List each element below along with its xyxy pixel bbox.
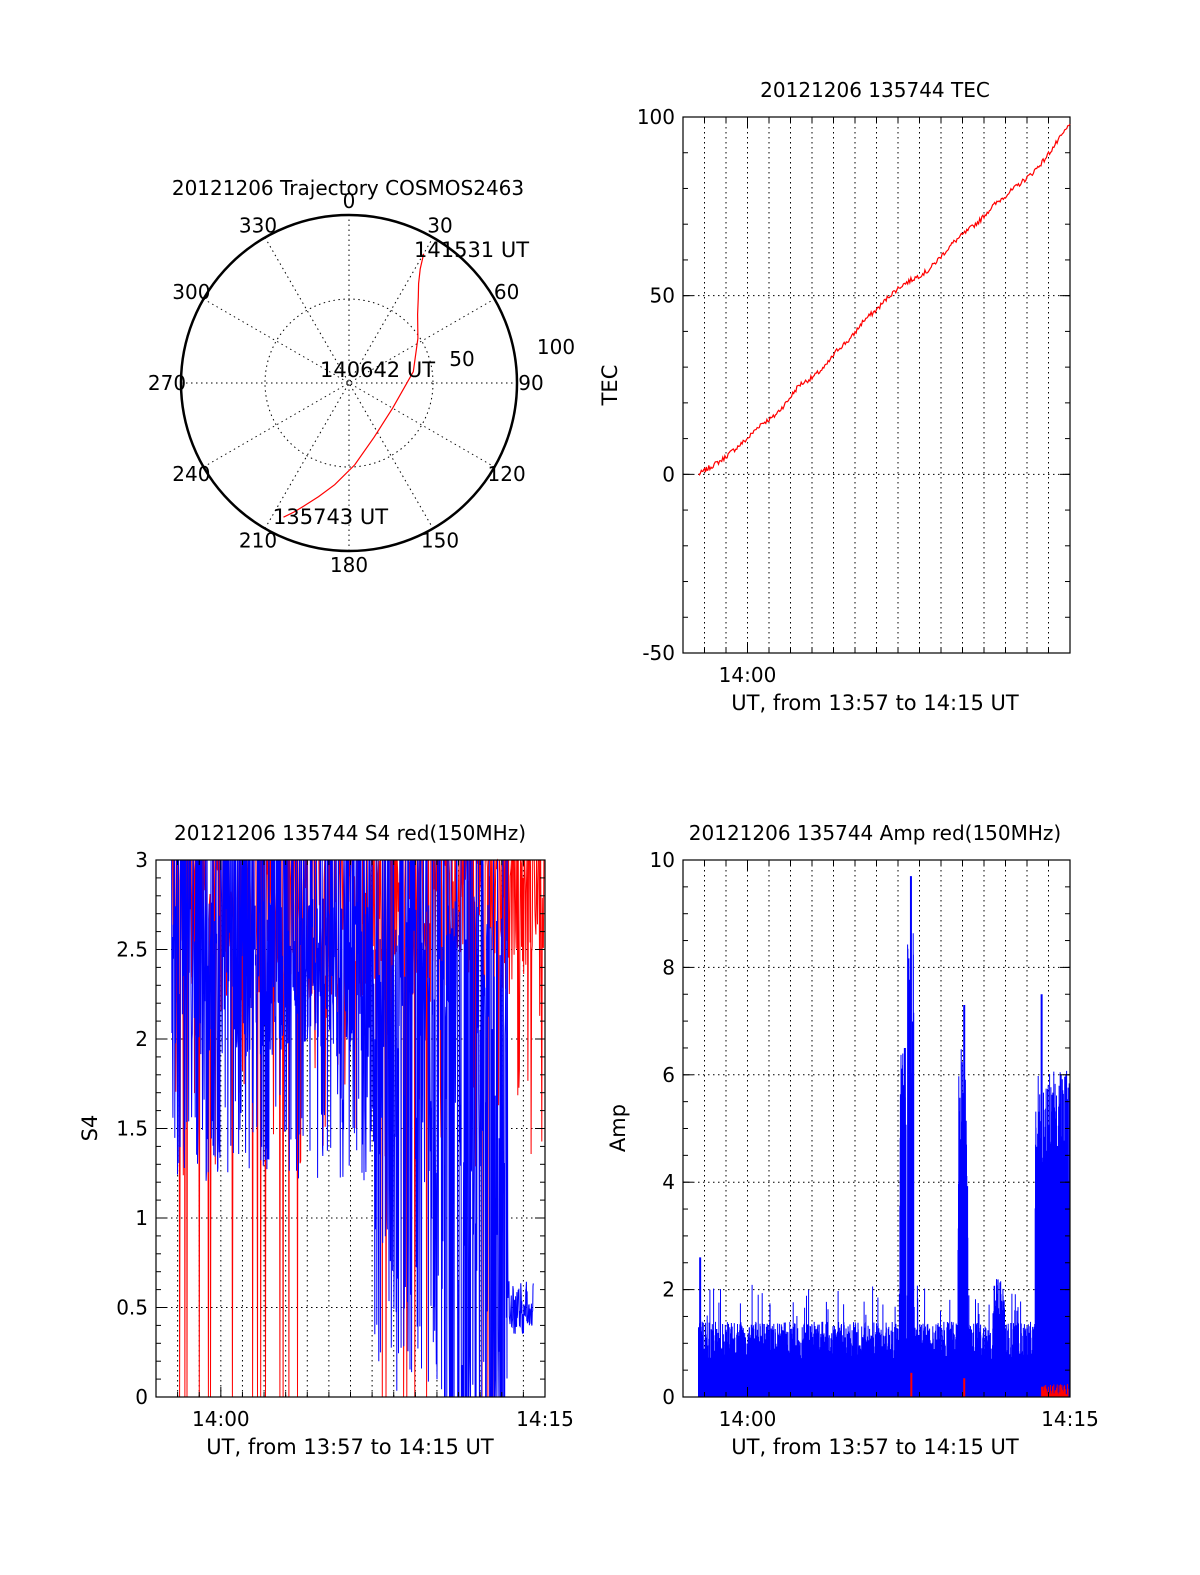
tec-ytick-label-100: 100 (637, 105, 675, 129)
amp-ylabel: Amp (606, 1104, 630, 1152)
amp-x-ticks: 14:00 14:15 (682, 860, 1099, 1431)
polar-azimuth-label-180: 180 (330, 553, 368, 577)
tec-plot: 20121206 135744 TEC -50 0 50 100 14:00 UT, … (598, 78, 1071, 715)
s4-xtick-label-1400: 14:00 (192, 1407, 250, 1431)
tec-series-line (698, 123, 1071, 476)
amp-red-series (910, 1372, 1069, 1397)
tec-ytick-label-50: 50 (650, 284, 675, 308)
s4-plot: 20121206 135744 S4 red(150MHz) 0 0.5 1 1.5 2… (78, 821, 574, 1459)
polar-trajectory-plot: 20121206 Trajectory COSMOS2463 0 30 60 90 12… (148, 176, 575, 577)
polar-azimuth-labels: 0 30 60 90 120 150 180 210 240 270 300 330 (148, 189, 544, 577)
s4-blue-series (171, 859, 534, 1398)
amp-ytick-label-10: 10 (650, 848, 675, 872)
polar-azimuth-label-0: 0 (343, 189, 356, 213)
polar-azimuth-label-300: 300 (172, 280, 210, 304)
polar-radial-label-100: 100 (537, 335, 575, 359)
polar-trajectory-line (283, 253, 425, 518)
polar-azimuth-label-30: 30 (427, 213, 452, 237)
polar-azimuth-label-270: 270 (148, 371, 186, 395)
amp-blue-series (698, 876, 1071, 1397)
s4-ytick-label-2.5: 2.5 (116, 938, 148, 962)
amp-ytick-label-6: 6 (662, 1063, 675, 1087)
tec-x-ticks: 14:00 (682, 117, 1071, 687)
s4-ytick-label-1: 1 (135, 1206, 148, 1230)
polar-azimuth-label-150: 150 (421, 529, 459, 553)
polar-azimuth-label-120: 120 (488, 462, 526, 486)
polar-annotation-start: 135743 UT (273, 505, 388, 529)
polar-spoke-60 (203, 298, 495, 468)
s4-ytick-label-0.5: 0.5 (116, 1296, 148, 1320)
amp-ytick-label-2: 2 (662, 1278, 675, 1302)
tec-ytick-label--50: -50 (642, 641, 675, 665)
s4-x-ticks: 14:00 14:15 (155, 860, 574, 1431)
amp-red-tail (1041, 1384, 1069, 1397)
tec-title: 20121206 135744 TEC (760, 78, 990, 102)
polar-annotation-mid: 140642 UT (320, 358, 435, 382)
polar-spoke-120 (203, 298, 495, 468)
s4-ytick-label-2: 2 (135, 1027, 148, 1051)
polar-annotation-end: 141531 UT (414, 238, 529, 262)
amp-ytick-label-0: 0 (662, 1385, 675, 1409)
s4-title: 20121206 135744 S4 red(150MHz) (174, 821, 526, 845)
polar-title: 20121206 Trajectory COSMOS2463 (172, 176, 524, 200)
s4-xtick-label-1415: 14:15 (516, 1407, 574, 1431)
polar-azimuth-label-90: 90 (518, 371, 543, 395)
amp-xtick-label-1400: 14:00 (719, 1407, 777, 1431)
s4-xlabel: UT, from 13:57 to 14:15 UT (206, 1435, 494, 1459)
amp-y-ticks: 0 2 4 6 8 10 (650, 848, 1070, 1409)
s4-y-ticks: 0 0.5 1 1.5 2 2.5 3 (116, 848, 545, 1409)
amp-ytick-label-8: 8 (662, 955, 675, 979)
s4-ytick-label-3: 3 (135, 848, 148, 872)
amp-plot: 20121206 135744 Amp red(150MHz) 0246810 … (606, 821, 1099, 1459)
s4-ytick-label-0: 0 (135, 1385, 148, 1409)
polar-azimuth-label-210: 210 (239, 529, 277, 553)
polar-spokes (181, 215, 517, 551)
tec-ylabel: TEC (598, 365, 622, 407)
polar-azimuth-label-240: 240 (172, 462, 210, 486)
amp-title: 20121206 135744 Amp red(150MHz) (689, 821, 1061, 845)
s4-blue-line (171, 859, 534, 1398)
s4-ytick-label-1.5: 1.5 (116, 1117, 148, 1141)
tec-ytick-label-0: 0 (662, 462, 675, 486)
polar-spoke-30 (264, 237, 434, 529)
polar-radial-label-50: 50 (449, 347, 474, 371)
polar-azimuth-label-330: 330 (239, 213, 277, 237)
tec-xtick-label-1400: 14:00 (719, 663, 777, 687)
tec-grid (683, 117, 1070, 653)
tec-y-ticks: -50 0 50 100 (637, 105, 1070, 665)
amp-xtick-label-1415: 14:15 (1041, 1407, 1099, 1431)
polar-spoke-150 (264, 237, 434, 529)
amp-ytick-label-4: 4 (662, 1170, 675, 1194)
polar-mid-circle (264, 298, 434, 468)
amp-xlabel: UT, from 13:57 to 14:15 UT (731, 1435, 1019, 1459)
tec-xlabel: UT, from 13:57 to 14:15 UT (731, 691, 1019, 715)
amp-blue-bars (698, 933, 1071, 1397)
s4-ylabel: S4 (78, 1115, 102, 1142)
polar-azimuth-label-60: 60 (494, 280, 519, 304)
